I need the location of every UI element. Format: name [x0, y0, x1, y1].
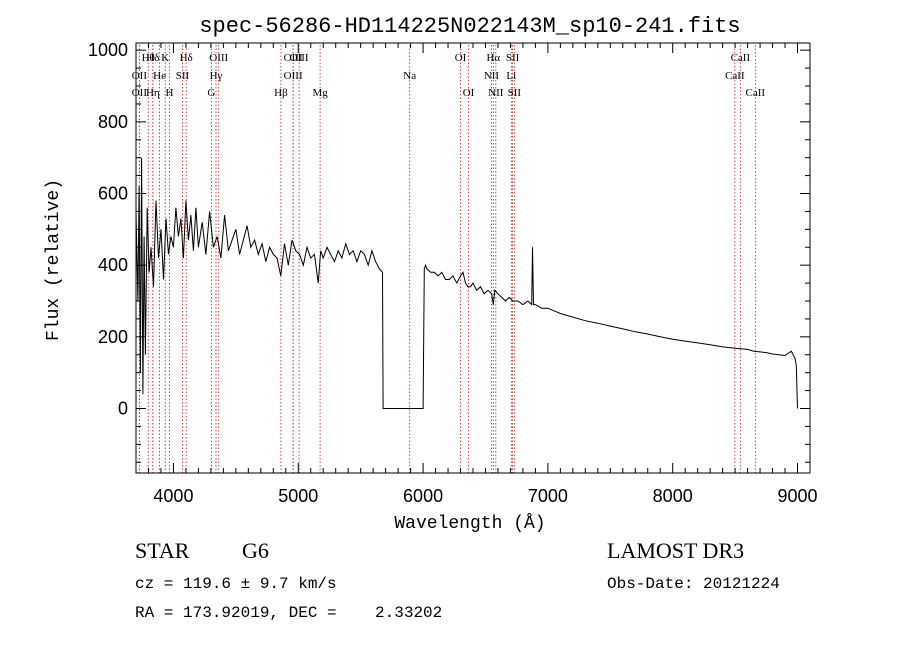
chart-title: spec-56286-HD114225N022143M_sp10-241.fit…: [199, 14, 740, 39]
marker-label-28: CaII: [725, 70, 745, 82]
coordinates: RA = 173.92019, DEC = 2.33202: [135, 604, 443, 622]
marker-label-2: OII: [132, 87, 148, 99]
marker-label-27: CaII: [731, 52, 751, 64]
obs-date: Obs-Date: 20121224: [607, 575, 780, 593]
marker-label-9: Hδ: [180, 52, 193, 64]
marker-label-10: OIII: [209, 52, 228, 64]
survey-name: LAMOST DR3: [607, 538, 745, 563]
marker-label-19: OI: [455, 52, 467, 64]
marker-label-26: SII: [508, 87, 522, 99]
marker-label-5: Hη: [146, 87, 160, 99]
marker-label-4: He: [153, 70, 166, 82]
marker-label-14: OIII: [284, 52, 303, 64]
y-tick-label: 400: [98, 255, 128, 275]
marker-label-6: K: [161, 52, 169, 64]
x-tick-label: 7000: [528, 486, 568, 506]
y-axis-label: Flux (relative): [44, 179, 64, 341]
marker-label-3: Hδ: [146, 52, 159, 64]
spectrum-line: [135, 157, 798, 409]
y-tick-label: 600: [98, 184, 128, 204]
redshift-velocity: cz = 119.6 ± 9.7 km/s: [135, 575, 337, 593]
y-axis: 0 200 400 600 800 1000: [88, 40, 810, 463]
y-tick-label: 0: [118, 399, 128, 419]
marker-label-8: SII: [176, 70, 190, 82]
marker-label-20: OI: [463, 87, 475, 99]
x-tick-label: 9000: [777, 486, 817, 506]
marker-label-21: Hα: [486, 52, 500, 64]
x-tick-label: 5000: [278, 486, 318, 506]
emission-line-markers: [138, 45, 756, 473]
marker-label-24: SII: [506, 52, 520, 64]
x-tick-label: 4000: [153, 486, 193, 506]
marker-label-16: OIII: [290, 52, 309, 64]
marker-label-13: Hβ: [274, 87, 288, 99]
y-tick-label: 800: [98, 112, 128, 132]
marker-label-1: OII: [132, 70, 148, 82]
marker-label-22: NII: [484, 70, 500, 82]
x-tick-label: 6000: [403, 486, 443, 506]
marker-label-23: NII: [488, 87, 504, 99]
x-axis: 4000 5000 6000 7000 8000 9000: [135, 43, 818, 506]
marker-label-18: Na: [403, 70, 416, 82]
y-tick-label: 200: [98, 327, 128, 347]
plot-frame: [135, 42, 811, 474]
marker-label-7: H: [165, 87, 173, 99]
object-class: STAR: [135, 538, 190, 563]
marker-label-12: G: [207, 87, 215, 99]
marker-label-17: Mg: [312, 87, 328, 99]
spectral-subclass: G6: [242, 538, 269, 563]
x-tick-label: 8000: [653, 486, 693, 506]
y-tick-label: 1000: [88, 40, 128, 60]
marker-label-0: Hθ: [142, 52, 155, 64]
x-axis-label: Wavelength (Å): [394, 513, 545, 534]
marker-label-25: Li: [506, 70, 516, 82]
marker-label-11: Hγ: [210, 70, 223, 82]
marker-label-15: OIII: [284, 70, 303, 82]
marker-label-29: CaII: [746, 87, 766, 99]
